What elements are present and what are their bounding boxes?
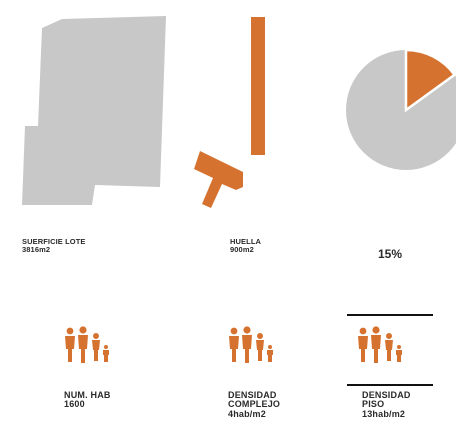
footprint-value: 900m2	[230, 244, 254, 254]
density-floor-line2: PISO	[362, 399, 385, 410]
percentage-label: 15%	[378, 247, 403, 261]
pie-chart	[346, 48, 456, 170]
footprint-label: HUELLA 900m2	[230, 238, 261, 254]
lot-surface-value: 3816m2	[22, 244, 51, 254]
lot-surface-shape	[22, 16, 166, 205]
footprint-shape	[194, 17, 265, 208]
people-group-icon	[65, 326, 109, 363]
lot-surface-label: SUERFICIE LOTE 3816m2	[22, 238, 86, 254]
people-group-icon	[358, 326, 402, 363]
density-complex-label: DENSIDAD COMPLEJO 4hab/m2	[228, 390, 281, 419]
lot-surface-title: SUERFICIE LOTE	[22, 237, 86, 246]
density-floor-line1: DENSIDAD	[362, 390, 411, 400]
people-group-icon	[229, 326, 273, 363]
bottom-rule	[347, 384, 433, 386]
density-complex-line1: DENSIDAD	[228, 390, 277, 400]
density-complex-line3: 4hab/m2	[228, 408, 266, 419]
num-hab-label: NUM. HAB 1600	[64, 390, 111, 410]
footprint-title: HUELLA	[230, 237, 262, 246]
density-complex-line2: COMPLEJO	[228, 399, 281, 410]
top-rule	[347, 314, 433, 316]
density-floor-line3: 13hab/m2	[362, 408, 406, 419]
density-floor-label: DENSIDAD PISO 13hab/m2	[362, 390, 411, 419]
num-hab-title: NUM. HAB	[64, 390, 111, 400]
pie-highlight-slice	[404, 48, 456, 113]
num-hab-value: 1600	[64, 399, 85, 410]
